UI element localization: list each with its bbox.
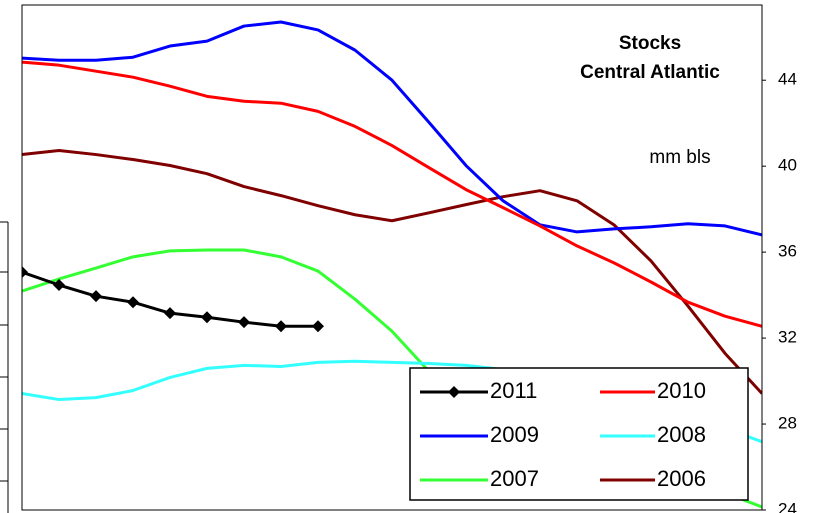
series-line [22, 60, 762, 328]
legend-label: 2007 [490, 466, 539, 491]
legend-label: 2008 [657, 422, 706, 447]
marker [22, 266, 28, 279]
marker [238, 316, 250, 329]
legend-label: 2009 [490, 422, 539, 447]
marker [312, 320, 324, 333]
legend-label: 2006 [657, 466, 706, 491]
y-tick-label: 24 [778, 499, 797, 513]
marker [127, 296, 139, 309]
marker [275, 320, 287, 333]
marker [53, 279, 65, 292]
marker [164, 307, 176, 320]
chart-subtitle: Central Atlantic [580, 62, 720, 83]
legend: 2011 2010 2009 2008 2007 2006 [409, 367, 749, 501]
chart-title: Stocks [619, 33, 681, 54]
legend-label: 2011 [490, 378, 537, 403]
y-tick-label: 36 [778, 242, 797, 261]
marker [201, 311, 213, 324]
y-tick-label: 40 [778, 156, 797, 175]
series-line [22, 148, 762, 395]
y-tick-label: 44 [778, 70, 797, 89]
marker [90, 290, 102, 303]
plot-frame [21, 4, 763, 511]
series-line [22, 20, 762, 237]
legend-marker [448, 386, 460, 398]
left-chart-fragment [0, 221, 9, 513]
y-axis-label: mm bls [649, 147, 710, 168]
y-tick-label: 28 [778, 414, 797, 433]
legend-label: 2010 [657, 378, 706, 403]
legend-box [409, 367, 749, 501]
y-tick-label: 32 [778, 328, 797, 347]
